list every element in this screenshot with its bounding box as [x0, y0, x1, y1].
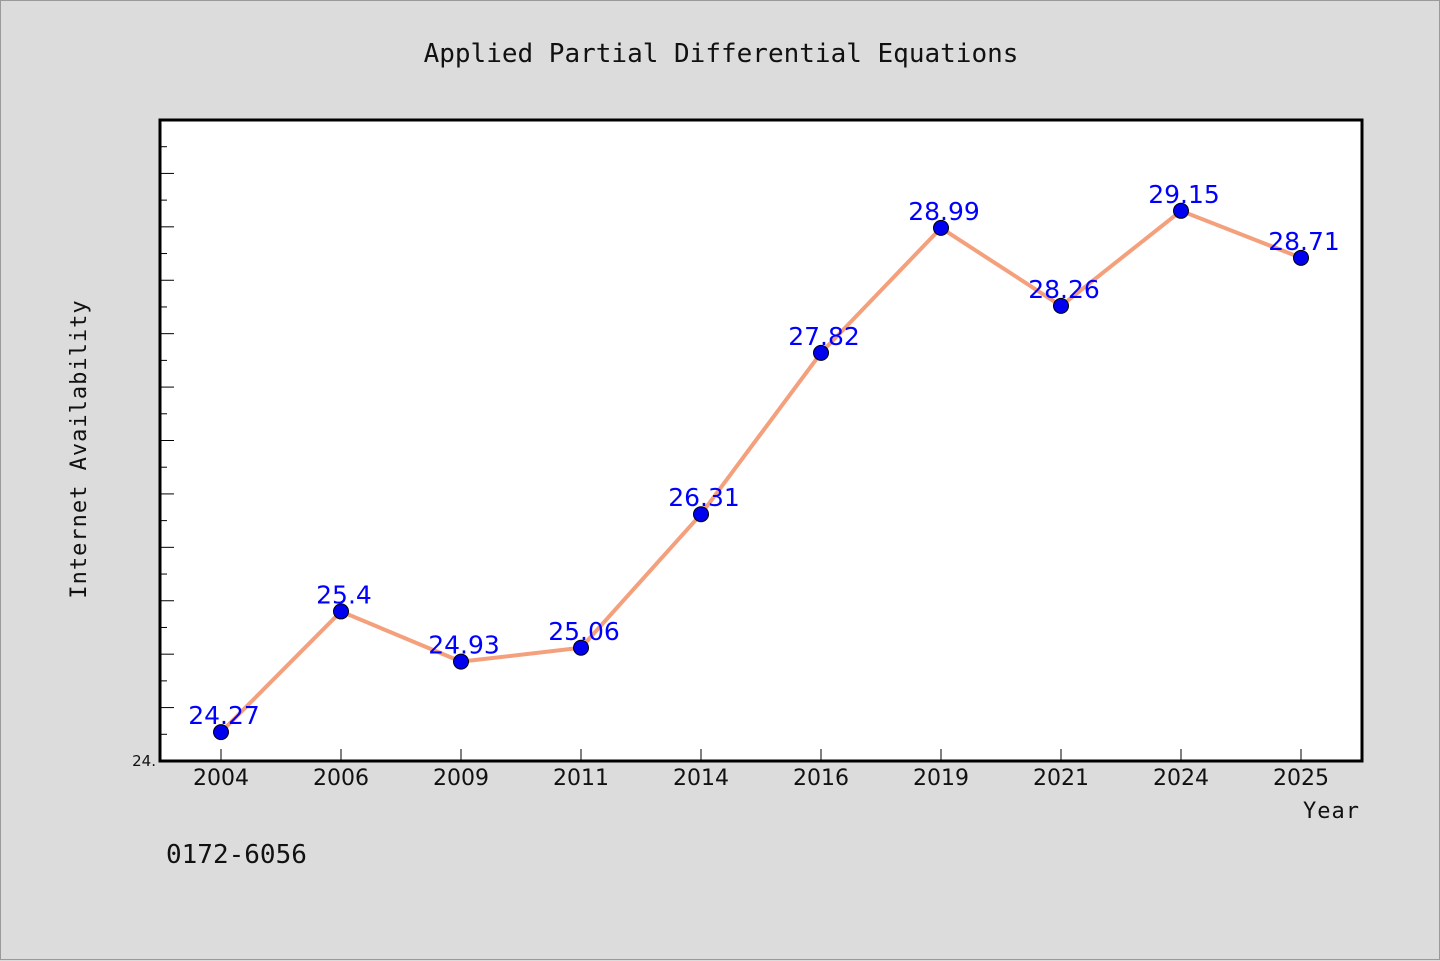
data-point [693, 506, 709, 523]
series-line [219, 208, 1302, 734]
data-label: 28.99 [908, 197, 980, 226]
data-point [573, 639, 589, 656]
data-label: 25.4 [316, 580, 372, 609]
series-layer: 24.27 25.4 24.93 25.06 26.31 27.82 28.99 28.26 2… [188, 180, 1340, 741]
data-label: 26.31 [668, 483, 740, 512]
y-axis-label: Internet Availability [67, 299, 92, 598]
x-tick-label: 2014 [673, 766, 729, 791]
y-tick-label: 24. [132, 752, 156, 770]
data-point [1053, 297, 1069, 314]
data-point [1173, 202, 1189, 219]
x-tick-label: 2016 [793, 766, 849, 791]
chart-title: Applied Partial Differential Equations [424, 39, 1019, 69]
data-label: 28.26 [1028, 275, 1100, 304]
x-tick-label: 2019 [913, 766, 969, 791]
x-tick-label: 2006 [313, 766, 369, 791]
data-label: 24.93 [428, 631, 500, 660]
data-point [813, 344, 829, 361]
x-axis-label: Year [1303, 799, 1360, 824]
x-tick-label: 2011 [553, 766, 609, 791]
data-point [333, 603, 349, 620]
x-tick-label: 2021 [1033, 766, 1089, 791]
x-tick-label: 2025 [1273, 766, 1329, 791]
data-point [453, 653, 469, 670]
data-point [1293, 249, 1309, 266]
y-axis-ticks: 24. [132, 146, 174, 770]
data-point [213, 724, 229, 741]
footer-code: 0172-6056 [166, 840, 307, 870]
x-tick-label: 2024 [1153, 766, 1209, 791]
data-label: 29.15 [1148, 180, 1220, 209]
x-axis-ticks: 2004 2006 2009 2011 2014 2016 2019 2021 2024 2025 [193, 749, 1329, 791]
data-label: 24.27 [188, 701, 260, 730]
data-label: 27.82 [788, 322, 860, 351]
x-tick-label: 2009 [433, 766, 489, 791]
x-tick-label: 2004 [193, 766, 249, 791]
data-label: 28.71 [1268, 227, 1340, 256]
data-point [933, 219, 949, 236]
data-label: 25.06 [548, 617, 620, 646]
